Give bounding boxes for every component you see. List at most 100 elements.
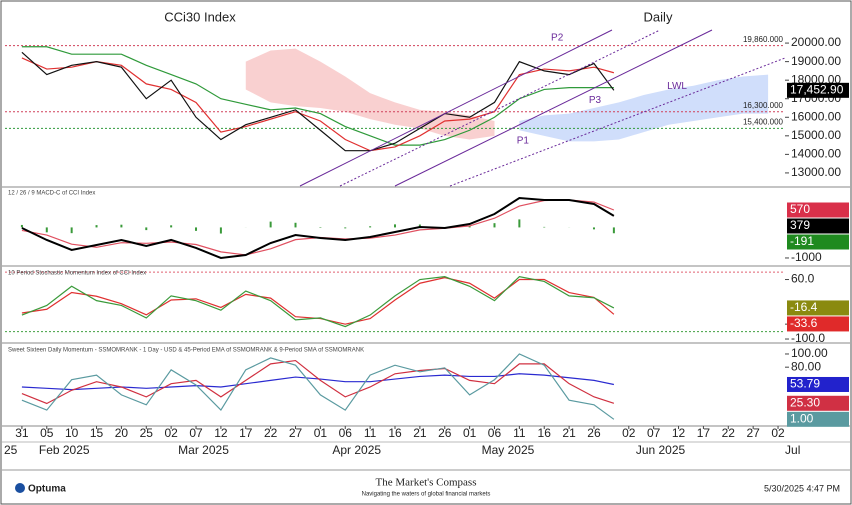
- value-box-label: 53.79: [790, 377, 820, 391]
- x-tick-label: 21: [562, 426, 576, 440]
- histogram-bar: [612, 227, 615, 234]
- value-box: [787, 82, 849, 98]
- x-tick-label: 05: [40, 426, 54, 440]
- x-tick-label: 21: [413, 426, 427, 440]
- series-line: [21, 277, 615, 325]
- histogram-bar: [20, 224, 23, 228]
- x-tick-label: 26: [587, 426, 601, 440]
- x-tick-label: 25: [140, 426, 154, 440]
- tagline: Navigating the waters of global financia…: [362, 492, 491, 498]
- x-tick-label: 06: [339, 426, 353, 440]
- series-line: [21, 276, 615, 328]
- value-box: [787, 411, 849, 427]
- value-box-label: 1.00: [790, 411, 814, 425]
- y-tick-label: 20000.00: [791, 35, 841, 49]
- histogram-bar: [592, 227, 595, 230]
- histogram-bar: [418, 224, 421, 228]
- value-box-label: 25.30: [790, 395, 820, 409]
- annotation: P2: [551, 33, 564, 44]
- month-label: Feb 2025: [39, 443, 90, 457]
- plot-area: [20, 196, 615, 259]
- x-tick-label: 16: [388, 426, 402, 440]
- level-label: 19,860.000: [743, 35, 784, 44]
- x-tick-label: 12: [214, 426, 228, 440]
- panel: CCi30 Index Daily 19,860.000 16,300.000 15,4…: [2, 9, 850, 188]
- histogram-bar: [543, 226, 546, 228]
- series-line: [21, 359, 615, 405]
- y-tick-label: -100.0: [791, 331, 825, 345]
- value-box-label: -16.4: [790, 300, 818, 314]
- timestamp: 5/30/2025 4:47 PM: [764, 483, 840, 493]
- x-tick-label: 10: [65, 426, 79, 440]
- series-line: [21, 353, 615, 420]
- panel: 12 / 26 / 9 MACD-C of CCI Index -1000 570 3…: [2, 191, 850, 267]
- x-tick-label: 17: [697, 426, 711, 440]
- x-tick-label: 11: [513, 426, 526, 440]
- y-tick-label: 13000.00: [791, 165, 841, 179]
- chart-title: CCi30 Index: [164, 9, 236, 24]
- panel-title: Sweet Sixteen Daily Momentum - SSMOMRANK…: [8, 348, 364, 354]
- histogram-bar: [195, 227, 198, 231]
- x-tick-label: 27: [289, 426, 303, 440]
- month-label: 25: [4, 443, 18, 457]
- month-label: Jul: [785, 443, 800, 457]
- histogram-bar: [70, 227, 73, 234]
- month-label: Apr 2025: [332, 443, 381, 457]
- panel: Sweet Sixteen Daily Momentum - SSMOMRANK…: [2, 346, 850, 457]
- channel-line: [299, 29, 613, 187]
- level-label: 15,400.000: [743, 118, 784, 127]
- x-tick-label: 22: [264, 426, 278, 440]
- histogram-bar: [294, 222, 297, 228]
- x-tick-label: 31: [15, 426, 29, 440]
- annotation: P1: [517, 135, 530, 146]
- month-label: Mar 2025: [178, 443, 229, 457]
- value-box-label: -191: [790, 234, 814, 248]
- y-tick-label: 80.00: [791, 359, 821, 373]
- x-tick-label: 26: [438, 426, 452, 440]
- value-box: [787, 376, 849, 392]
- histogram-bar: [269, 221, 272, 228]
- histogram-bar: [145, 227, 148, 231]
- y-tick-label: 16000.00: [791, 109, 841, 123]
- value-box: [787, 218, 849, 234]
- series-line: [21, 46, 614, 146]
- x-tick-label: 11: [364, 426, 377, 440]
- channel-line: [394, 29, 713, 187]
- y-tick-label: -1000: [791, 250, 822, 264]
- histogram-bar: [170, 225, 173, 228]
- cloud: [519, 74, 769, 142]
- x-tick-label: 12: [672, 426, 686, 440]
- x-tick-label: 01: [314, 426, 328, 440]
- x-tick-label: 20: [115, 426, 129, 440]
- annotation: LWL: [667, 81, 687, 92]
- brand: The Market's Compass: [376, 477, 477, 489]
- value-box-label: -33.6: [790, 316, 818, 330]
- histogram-bar: [344, 227, 347, 229]
- histogram-bar: [518, 219, 521, 228]
- series-line: [21, 51, 615, 152]
- x-tick-label: 17: [239, 426, 253, 440]
- y-tick-label: 14000.00: [791, 147, 841, 161]
- series-line: [21, 196, 615, 259]
- level-label: 16,300.000: [743, 101, 784, 110]
- x-tick-label: 01: [463, 426, 477, 440]
- y-tick-label: 100.00: [791, 346, 828, 360]
- value-box: [787, 395, 849, 411]
- y-tick-label: 19000.00: [791, 54, 841, 68]
- x-tick-label: 15: [90, 426, 104, 440]
- histogram-bar: [120, 224, 123, 228]
- series-line: [21, 57, 615, 152]
- x-tick-label: 07: [647, 426, 661, 440]
- x-tick-label: 06: [488, 426, 502, 440]
- x-tick-label: 16: [538, 426, 552, 440]
- panel-title: 10 Period Stochastic Momentum Index of C…: [8, 271, 146, 277]
- histogram-bar: [493, 223, 496, 228]
- x-tick-label: 02: [771, 426, 785, 440]
- x-tick-label: 22: [722, 426, 736, 440]
- month-label: May 2025: [482, 443, 535, 457]
- x-tick-label: 07: [189, 426, 203, 440]
- plot-area: [21, 353, 615, 420]
- histogram-bar: [45, 227, 48, 233]
- plot-area: [5, 45, 785, 152]
- value-box: [787, 300, 849, 316]
